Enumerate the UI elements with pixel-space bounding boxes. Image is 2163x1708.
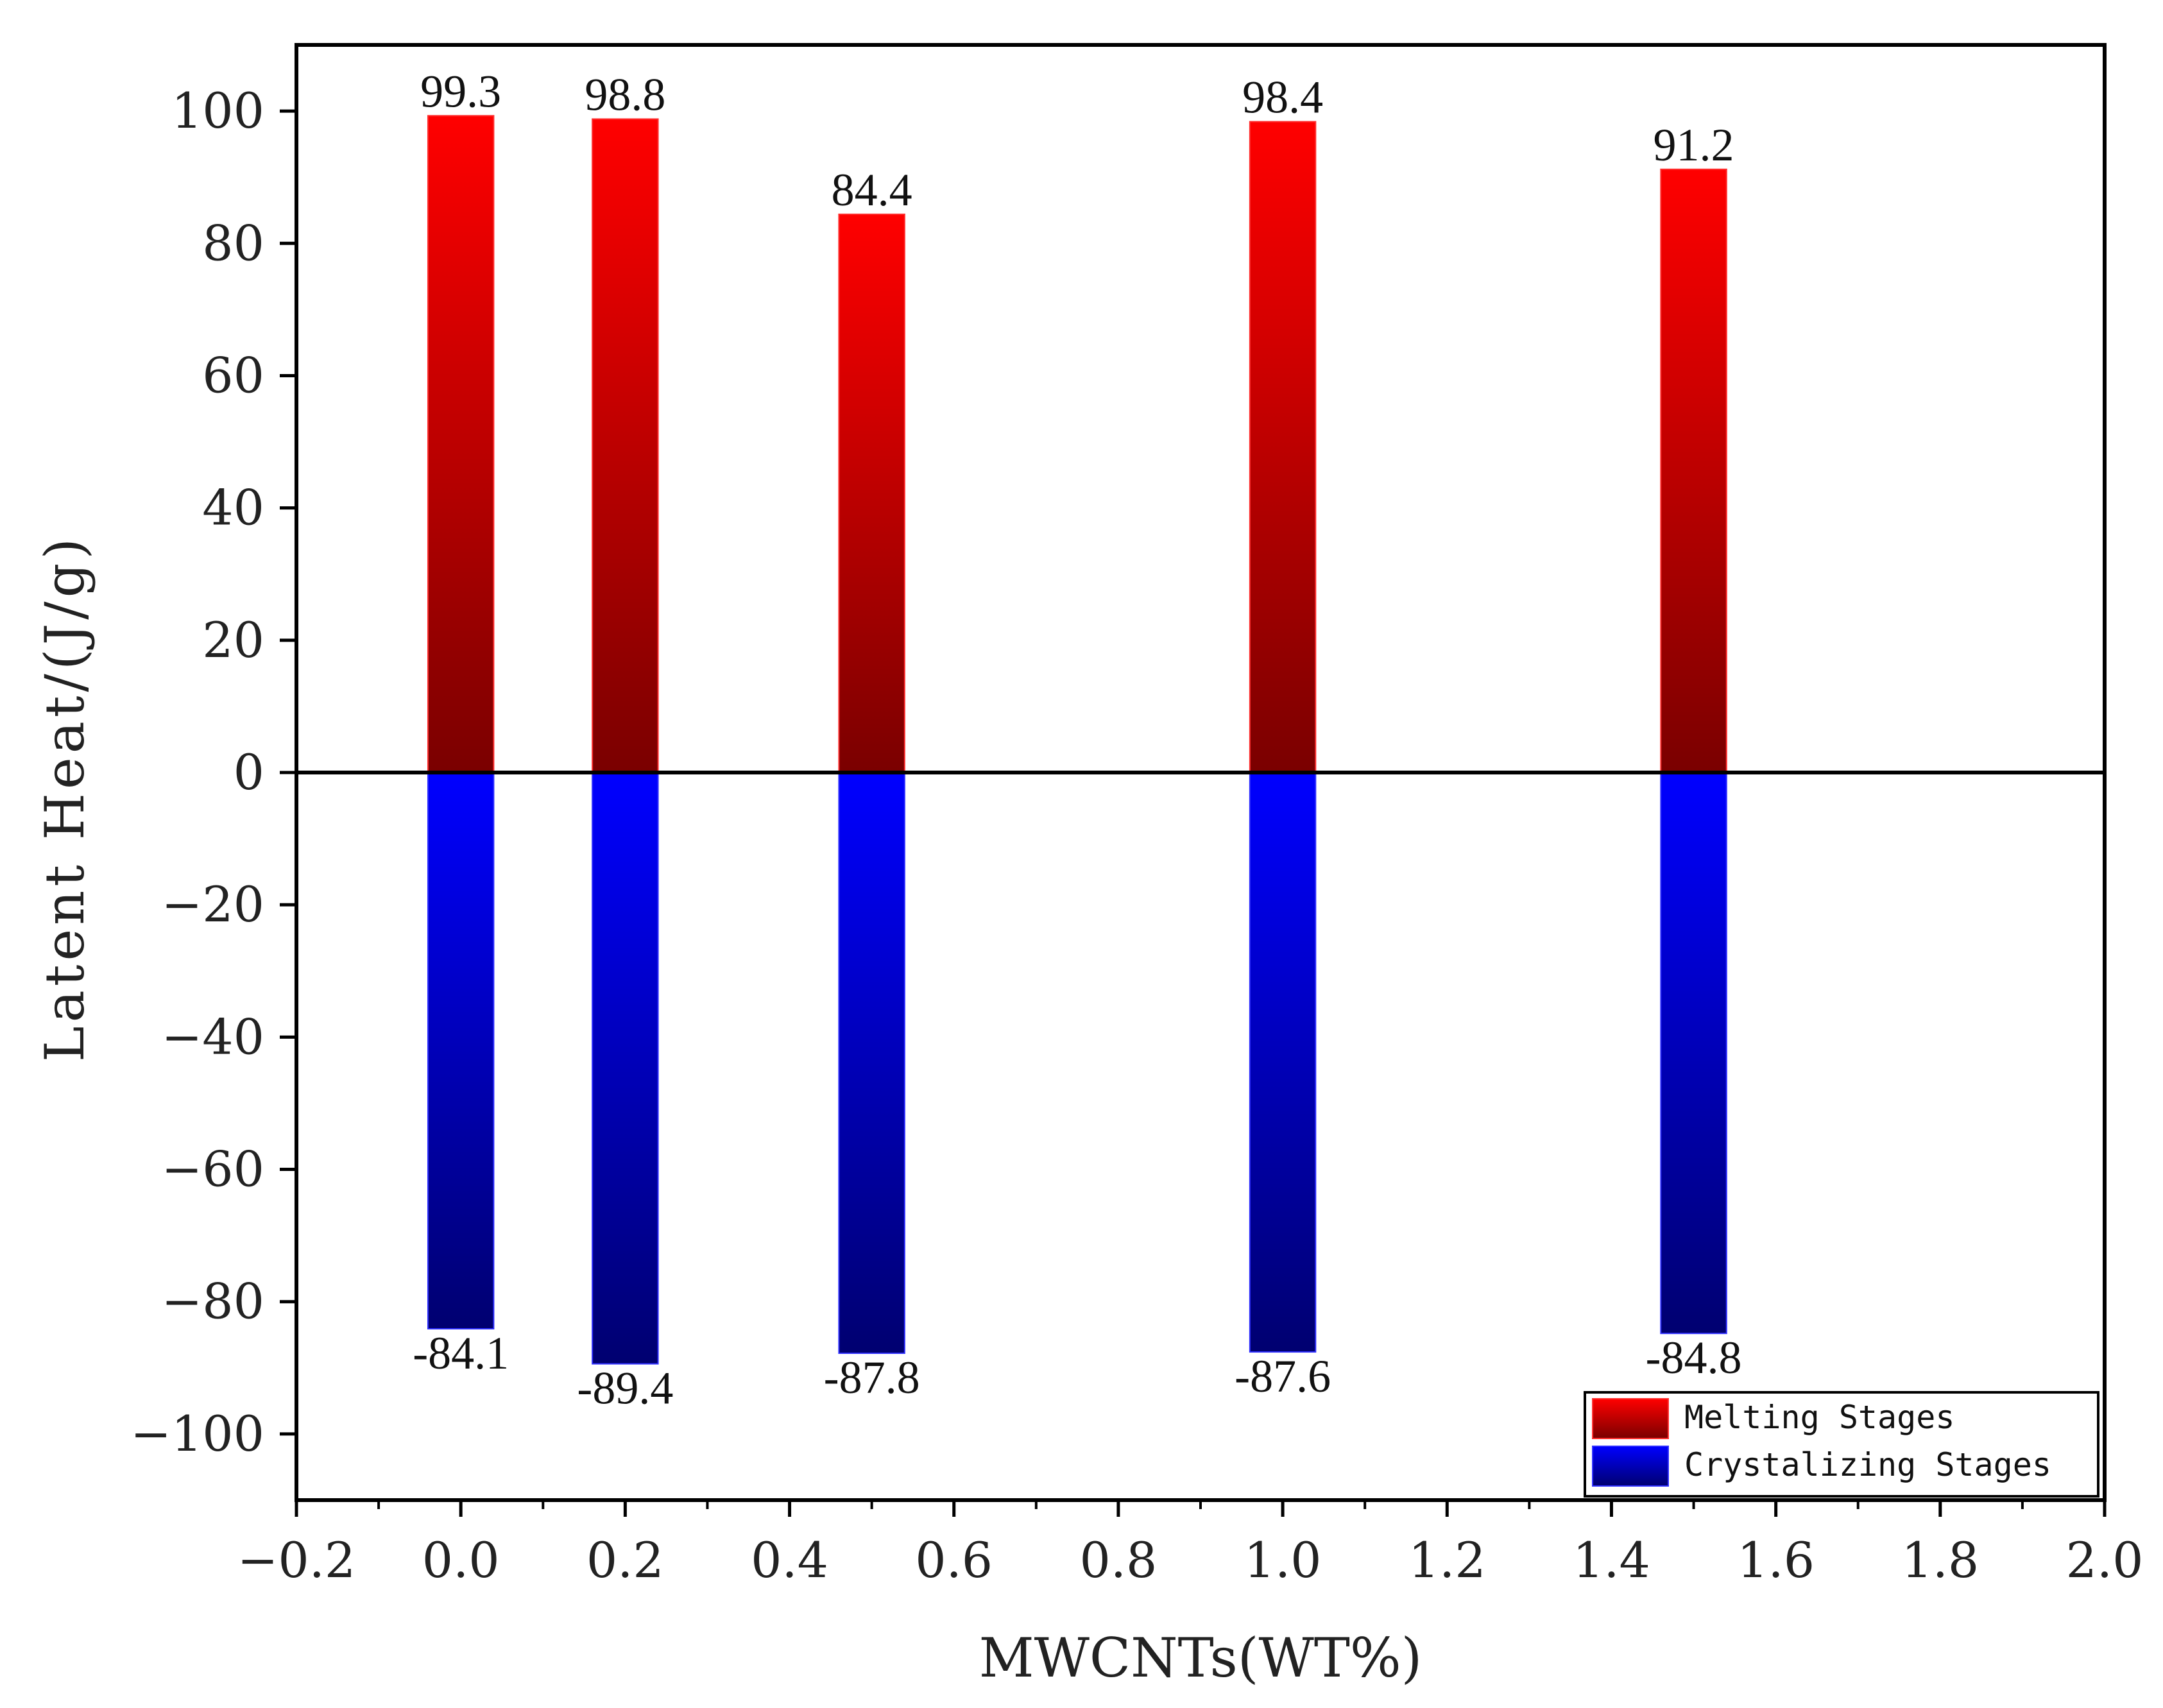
y-tick-label: 80 bbox=[202, 214, 264, 271]
crystalizing-value-label-0: -84.1 bbox=[413, 1328, 509, 1379]
crystalizing-value-label-4: -84.8 bbox=[1646, 1332, 1742, 1383]
crystalizing-bar-1 bbox=[592, 772, 659, 1365]
legend-label-melting: Melting Stages bbox=[1684, 1399, 1954, 1436]
crystalizing-bar-4 bbox=[1660, 772, 1727, 1335]
y-tick-label: −80 bbox=[162, 1273, 264, 1330]
legend-box bbox=[1584, 1391, 2099, 1498]
y-tick-label: −100 bbox=[130, 1405, 264, 1462]
x-tick-label: 1.0 bbox=[1244, 1532, 1322, 1589]
legend: Melting Stages Crystalizing Stages bbox=[1584, 1391, 2099, 1498]
legend-swatch-melting bbox=[1592, 1398, 1669, 1439]
y-tick-label: 60 bbox=[202, 346, 264, 404]
y-tick-label: −60 bbox=[162, 1141, 264, 1198]
x-tick-label: 1.8 bbox=[1901, 1532, 1979, 1589]
x-tick-label: 0.2 bbox=[586, 1532, 664, 1589]
melting-bar-4 bbox=[1660, 168, 1727, 773]
y-tick-label: 20 bbox=[202, 611, 264, 669]
x-tick-label: 1.4 bbox=[1573, 1532, 1650, 1589]
crystalizing-bar-2 bbox=[838, 772, 905, 1354]
melting-value-label-3: 98.4 bbox=[1242, 72, 1323, 123]
y-axis-title: Latent Heat/(J/g) bbox=[33, 534, 96, 1062]
melting-value-label-1: 98.8 bbox=[585, 69, 665, 120]
data-labels-layer: 99.3 98.8 84.4 98.4 91.2 -84.1 -89.4 -87.8 -87.6… bbox=[413, 65, 1741, 1413]
legend-label-crystalizing: Crystalizing Stages bbox=[1684, 1446, 2051, 1483]
y-tick-label: 40 bbox=[202, 479, 264, 536]
melting-bar-2 bbox=[838, 213, 905, 773]
melting-bar-3 bbox=[1249, 121, 1317, 773]
x-tick-label: 1.2 bbox=[1408, 1532, 1486, 1589]
melting-value-label-0: 99.3 bbox=[420, 65, 501, 117]
y-tick-label: 100 bbox=[171, 82, 264, 139]
x-tick-label: 0.0 bbox=[422, 1532, 500, 1589]
x-axis-title: MWCNTs(WT%) bbox=[979, 1627, 1423, 1689]
melting-value-label-4: 91.2 bbox=[1654, 119, 1734, 171]
y-tick-label: −20 bbox=[162, 876, 264, 933]
x-tick-label: 0.4 bbox=[751, 1532, 828, 1589]
crystalizing-value-label-1: -89.4 bbox=[577, 1363, 673, 1414]
melting-value-label-2: 84.4 bbox=[832, 164, 912, 216]
bars-layer bbox=[427, 115, 1727, 1365]
crystalizing-value-label-2: -87.8 bbox=[824, 1352, 920, 1403]
legend-swatch-crystalizing bbox=[1592, 1446, 1669, 1487]
x-tick-label: 0.8 bbox=[1079, 1532, 1157, 1589]
x-tick-label: 0.6 bbox=[915, 1532, 993, 1589]
y-tick-label: 0 bbox=[234, 744, 264, 801]
crystalizing-value-label-3: -87.6 bbox=[1235, 1351, 1331, 1402]
y-tick-label: −40 bbox=[162, 1008, 264, 1065]
x-tick-label: 2.0 bbox=[2066, 1532, 2144, 1589]
axes-layer: −100 −80 −60 −40 −20 0 20 40 60 80 100 −0.2 0.0 0.2 0.… bbox=[130, 82, 2143, 1589]
x-tick-label: 1.6 bbox=[1737, 1532, 1815, 1589]
crystalizing-bar-0 bbox=[427, 772, 495, 1329]
x-tick-label: −0.2 bbox=[237, 1532, 356, 1589]
melting-bar-1 bbox=[592, 118, 659, 774]
crystalizing-bar-3 bbox=[1249, 772, 1317, 1353]
melting-bar-0 bbox=[427, 115, 495, 774]
